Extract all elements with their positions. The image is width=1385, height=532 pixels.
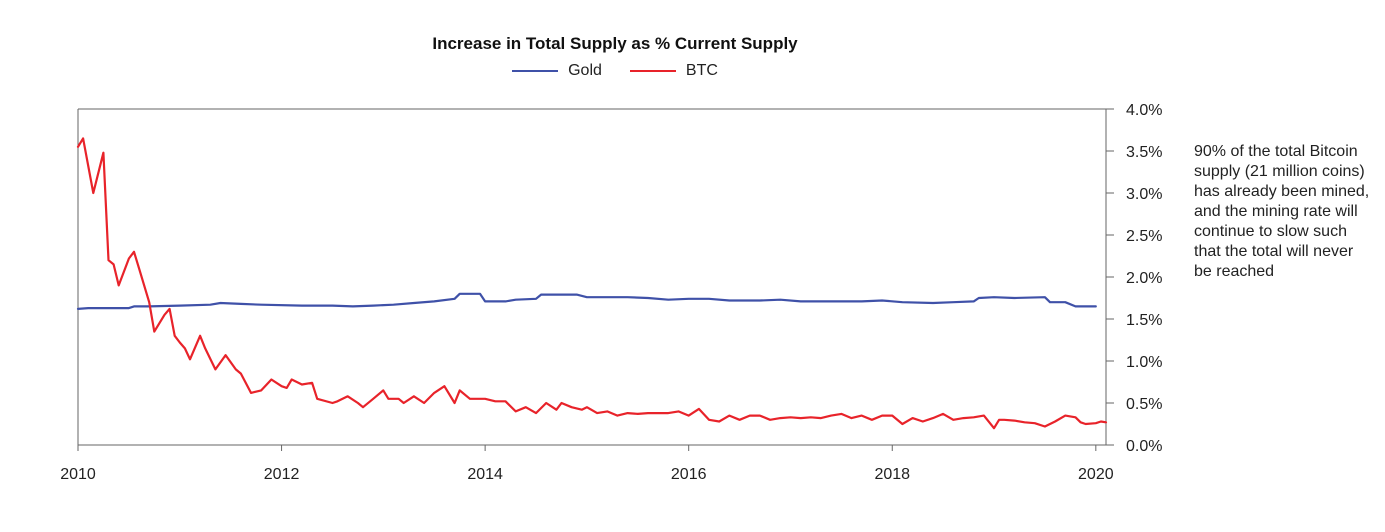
chart-annotation: 90% of the total Bitcoin supply (21 mill…: [1194, 143, 1370, 280]
legend-item-gold: Gold: [512, 62, 602, 80]
legend-label-gold: Gold: [568, 62, 602, 79]
x-tick-label: 2018: [874, 466, 910, 483]
y-tick-label: 0.0%: [1126, 438, 1162, 455]
chart-title: Increase in Total Supply as % Current Su…: [432, 34, 798, 53]
y-tick-label: 2.5%: [1126, 228, 1162, 245]
legend-item-btc: BTC: [629, 62, 718, 80]
series-line-gold: [76, 292, 1097, 310]
y-tick-label: 2.0%: [1126, 270, 1162, 287]
y-tick-label: 0.5%: [1126, 396, 1162, 413]
x-tick-label: 2014: [467, 466, 503, 483]
y-tick-label: 3.0%: [1126, 186, 1162, 203]
x-tick-label: 2012: [264, 466, 300, 483]
legend: Gold BTC: [0, 62, 1230, 80]
y-tick-label: 1.5%: [1126, 312, 1162, 329]
legend-swatch-gold: [512, 70, 559, 72]
series-line-btc: [76, 137, 1108, 430]
y-tick-label: 3.5%: [1126, 144, 1162, 161]
x-tick-label: 2016: [671, 466, 707, 483]
x-tick-label: 2010: [60, 466, 96, 483]
y-tick-label: 1.0%: [1126, 354, 1162, 371]
legend-swatch-btc: [629, 70, 676, 72]
x-tick-label: 2020: [1078, 466, 1114, 483]
legend-label-btc: BTC: [685, 62, 718, 79]
y-tick-label: 4.0%: [1126, 102, 1162, 119]
